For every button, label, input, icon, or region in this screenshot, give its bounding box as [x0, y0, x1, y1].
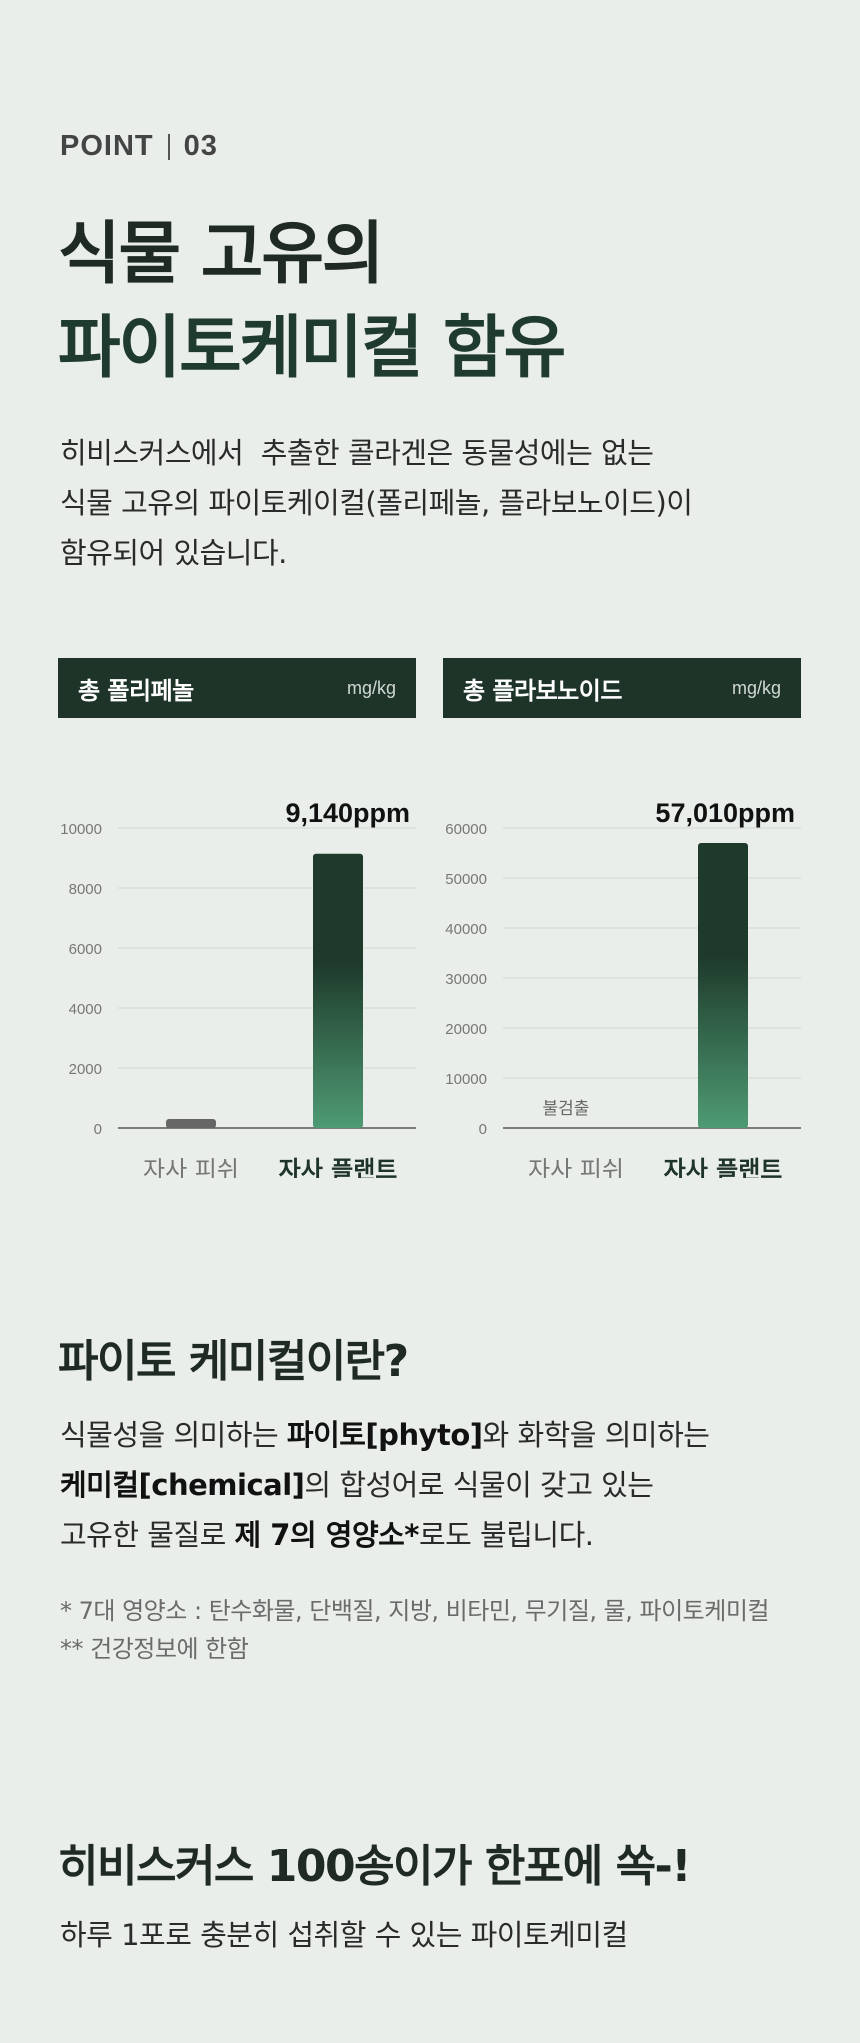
chart-title: 총 플라보노이드 [463, 676, 622, 705]
phyto-section-title: 파이토 케미컬이란? [58, 1336, 409, 1387]
y-tick-label: 2000 [69, 1061, 102, 1078]
nutrient-term: 제 7의 영양소* [234, 1518, 420, 1552]
intro-line-1: 히비스커스에서 추출한 콜라겐은 동물성에는 없는 [60, 436, 654, 470]
value-label: 57,010ppm [655, 798, 795, 828]
point-label: POINT 03 [60, 130, 218, 163]
chart-unit: mg/kg [346, 677, 396, 698]
y-tick-label: 30000 [445, 971, 487, 988]
bottom-title: 히비스커스 100송이가 한포에 쏙-! [58, 1841, 691, 1892]
y-tick-label: 20000 [445, 1021, 487, 1038]
x-category-label: 자사 플랜트 [279, 1156, 398, 1178]
chart-header: 총 폴리페놀 mg/kg [58, 658, 416, 718]
chart-unit: mg/kg [731, 677, 781, 698]
y-tick-label: 10000 [445, 1071, 487, 1088]
y-tick-label: 6000 [69, 941, 102, 958]
chart-header: 총 플라보노이드 mg/kg [443, 658, 801, 718]
text-segment: 고유한 물질로 [60, 1518, 235, 1552]
point-word: POINT [60, 130, 154, 162]
phyto-line-3: 고유한 물질로 제 7의 영양소*로도 불립니다. [60, 1510, 709, 1560]
chemical-term: 케미컬[chemical] [60, 1468, 305, 1502]
bar [166, 1119, 216, 1128]
value-label: 9,140ppm [285, 798, 410, 828]
footnote-2: ** 건강정보에 한함 [60, 1635, 249, 1663]
text-segment: 로도 불립니다. [418, 1518, 594, 1552]
intro-line-3: 함유되어 있습니다. [60, 536, 287, 570]
y-tick-label: 4000 [69, 1001, 102, 1018]
bottom-subtitle: 하루 1포로 충분히 섭취할 수 있는 파이토케미컬 [60, 1918, 628, 1952]
bar-label: 불검출 [543, 1099, 590, 1119]
intro-text: 히비스커스에서 추출한 콜라겐은 동물성에는 없는 식물 고유의 파이토케이컬(… [60, 428, 693, 578]
y-tick-label: 50000 [445, 871, 487, 888]
y-tick-label: 40000 [445, 921, 487, 938]
point-number: 03 [183, 130, 218, 162]
title-line-2: 파이토케미컬 함유 [58, 309, 566, 388]
chart-title: 총 폴리페놀 [78, 676, 194, 705]
x-category-label: 자사 플랜트 [664, 1156, 783, 1178]
polyphenol-chart: 총 폴리페놀 mg/kg 0 2000 4000 6000 8000 10000 자사 피쉬… [58, 658, 416, 1178]
text-segment: 와 화학을 의미하는 [482, 1418, 710, 1452]
title-line-1: 식물 고유의 [58, 215, 384, 294]
phyto-term: 파이토[phyto] [286, 1418, 483, 1452]
phyto-line-2: 케미컬[chemical]의 합성어로 식물이 갖고 있는 [60, 1460, 709, 1510]
footnotes: * 7대 영양소 : 탄수화물, 단백질, 지방, 비타민, 무기질, 물, 파… [60, 1592, 770, 1668]
y-tick-label: 60000 [445, 821, 487, 838]
y-tick-label: 8000 [69, 881, 102, 898]
bar [698, 842, 748, 1128]
phyto-line-1: 식물성을 의미하는 파이토[phyto]와 화학을 의미하는 [60, 1410, 710, 1460]
phyto-description: 식물성을 의미하는 파이토[phyto]와 화학을 의미하는 케미컬[chemi… [60, 1410, 710, 1560]
x-category-label: 자사 피쉬 [143, 1156, 239, 1178]
footnote-1: * 7대 영양소 : 탄수화물, 단백질, 지방, 비타민, 무기질, 물, 파… [60, 1597, 770, 1625]
point-divider [167, 133, 170, 160]
page-title: 식물 고유의 파이토케미컬 함유 [58, 208, 566, 396]
x-category-label: 자사 피쉬 [528, 1156, 624, 1178]
bar [313, 853, 363, 1128]
intro-line-2: 식물 고유의 파이토케이컬(폴리페놀, 플라보노이드)이 [60, 486, 693, 520]
text-segment: 의 합성어로 식물이 갖고 있는 [304, 1468, 654, 1502]
flavonoid-chart: 총 플라보노이드 mg/kg 0 10000 20000 30000 40000 5000… [443, 658, 801, 1178]
text-segment: 식물성을 의미하는 [60, 1418, 287, 1452]
y-tick-label: 0 [479, 1121, 487, 1138]
y-tick-label: 10000 [60, 821, 102, 838]
y-tick-label: 0 [94, 1121, 102, 1138]
